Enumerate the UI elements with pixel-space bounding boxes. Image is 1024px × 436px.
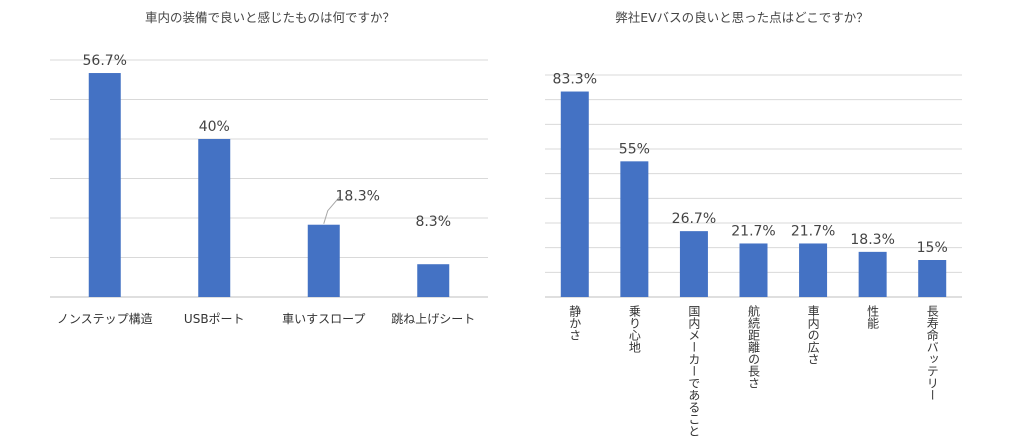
data-label: 18.3% — [850, 232, 894, 248]
data-label: 21.7% — [791, 223, 835, 239]
chart-1-title: 車内の装備で良いと感じたものは何ですか？ — [145, 10, 395, 25]
data-label: 55% — [619, 141, 650, 157]
category-label: 国内メーカーであること — [687, 305, 701, 436]
data-label: 8.3% — [415, 214, 451, 230]
category-label: 長寿命バッテリー — [925, 305, 939, 401]
category-label: 静かさ — [568, 305, 582, 341]
bar — [679, 231, 708, 297]
bar — [88, 73, 121, 297]
bar — [198, 139, 231, 297]
bar — [307, 224, 340, 297]
bar — [858, 251, 887, 297]
chart-2-plot: 83.3% 静かさ 55% 乗り心地 26.7% 国内メーカーであること 21.7% 航続距離… — [545, 72, 962, 436]
category-label: 航続距離の長さ — [747, 304, 761, 389]
category-label: 性能 — [866, 305, 880, 329]
data-label: 56.7% — [83, 53, 127, 69]
data-label: 15% — [917, 240, 948, 256]
data-label: 18.3% — [336, 189, 380, 205]
bar — [799, 243, 828, 297]
category-label: ノンステップ構造 — [57, 312, 153, 326]
data-label: 83.3% — [553, 72, 597, 88]
bar — [918, 260, 947, 297]
category-label: 跳ね上げシート — [391, 312, 475, 326]
data-label: 21.7% — [731, 223, 775, 239]
category-label: 車いすスロープ — [282, 312, 365, 326]
category-label: 乗り心地 — [627, 305, 641, 353]
category-label: 車内の広さ — [806, 305, 820, 365]
data-label: 40% — [199, 119, 230, 135]
chart-1-plot: 56.7% ノンステップ構造 40% USBポート 18.3% 車いすスロープ 8.3% 跳ね… — [50, 53, 488, 326]
data-label-leader — [323, 196, 341, 224]
category-label: USBポート — [184, 312, 245, 326]
bar — [417, 264, 450, 297]
data-label: 26.7% — [672, 211, 716, 227]
bar — [739, 243, 768, 297]
chart-2-title: 弊社EVバスの良いと思った点はどこですか？ — [615, 10, 869, 25]
bar — [560, 91, 589, 297]
bar — [620, 161, 649, 297]
